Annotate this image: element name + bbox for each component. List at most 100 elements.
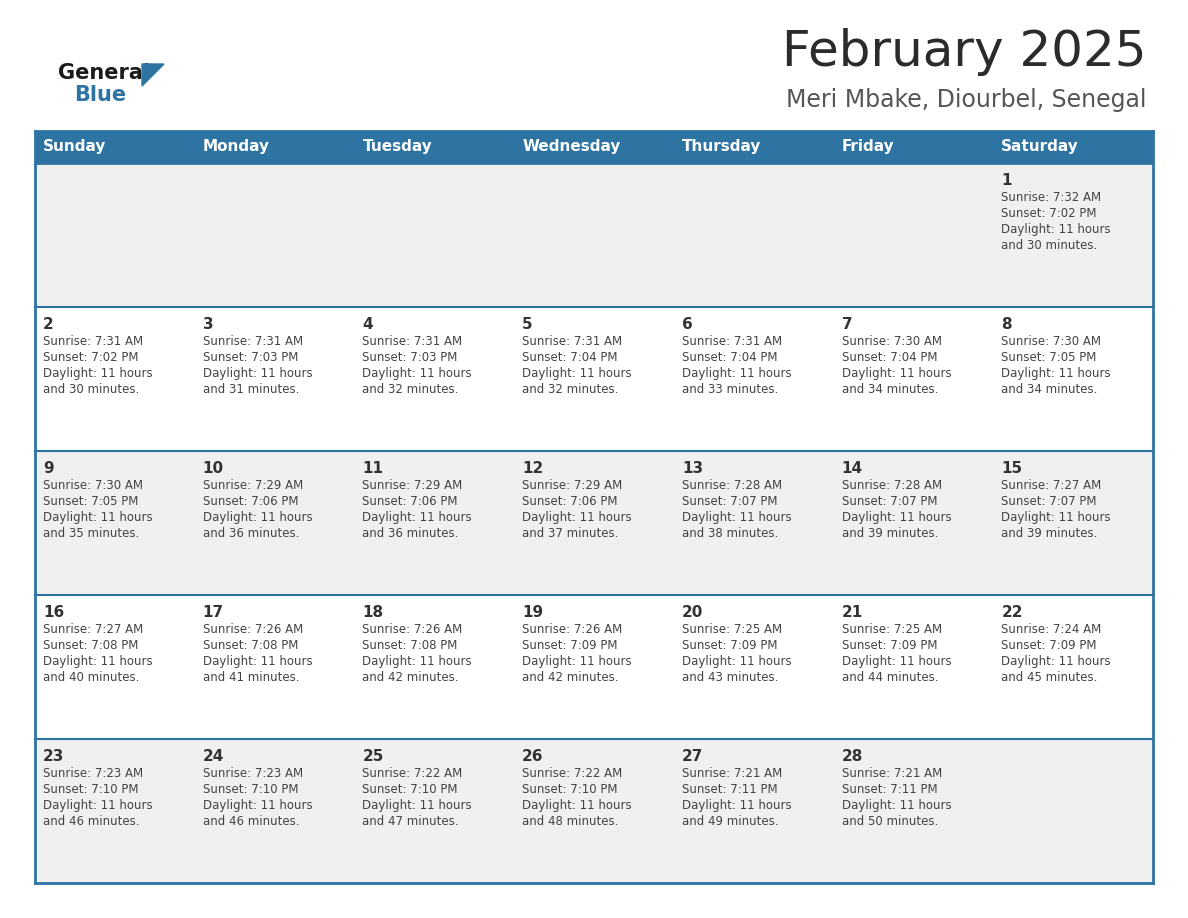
Text: 16: 16	[43, 605, 64, 620]
Text: and 43 minutes.: and 43 minutes.	[682, 671, 778, 684]
Text: 3: 3	[203, 317, 214, 332]
Text: Meri Mbake, Diourbel, Senegal: Meri Mbake, Diourbel, Senegal	[785, 88, 1146, 112]
Text: Sunrise: 7:22 AM: Sunrise: 7:22 AM	[362, 767, 462, 780]
Text: Daylight: 11 hours: Daylight: 11 hours	[1001, 223, 1111, 236]
Text: Sunrise: 7:31 AM: Sunrise: 7:31 AM	[682, 335, 782, 348]
Text: Sunrise: 7:30 AM: Sunrise: 7:30 AM	[1001, 335, 1101, 348]
Text: Daylight: 11 hours: Daylight: 11 hours	[362, 511, 472, 524]
Text: 10: 10	[203, 461, 223, 476]
Bar	[34, 131, 1154, 163]
Text: Daylight: 11 hours: Daylight: 11 hours	[43, 655, 152, 668]
Text: and 34 minutes.: and 34 minutes.	[841, 383, 939, 396]
Text: 11: 11	[362, 461, 384, 476]
Text: 8: 8	[1001, 317, 1012, 332]
Text: Friday: Friday	[841, 140, 895, 154]
Text: Sunrise: 7:28 AM: Sunrise: 7:28 AM	[841, 479, 942, 492]
Text: Sunrise: 7:22 AM: Sunrise: 7:22 AM	[523, 767, 623, 780]
Text: Daylight: 11 hours: Daylight: 11 hours	[682, 655, 791, 668]
Text: and 37 minutes.: and 37 minutes.	[523, 527, 619, 540]
Text: Daylight: 11 hours: Daylight: 11 hours	[362, 367, 472, 380]
Text: Sunrise: 7:21 AM: Sunrise: 7:21 AM	[841, 767, 942, 780]
Text: and 41 minutes.: and 41 minutes.	[203, 671, 299, 684]
Text: Daylight: 11 hours: Daylight: 11 hours	[841, 655, 952, 668]
Text: 27: 27	[682, 749, 703, 764]
Text: 19: 19	[523, 605, 543, 620]
Bar	[34, 451, 1154, 595]
Text: 7: 7	[841, 317, 852, 332]
Text: and 44 minutes.: and 44 minutes.	[841, 671, 939, 684]
Text: and 35 minutes.: and 35 minutes.	[43, 527, 139, 540]
Text: 15: 15	[1001, 461, 1023, 476]
Text: 5: 5	[523, 317, 532, 332]
Text: Sunrise: 7:25 AM: Sunrise: 7:25 AM	[841, 623, 942, 636]
Text: and 30 minutes.: and 30 minutes.	[43, 383, 139, 396]
Text: and 40 minutes.: and 40 minutes.	[43, 671, 139, 684]
Text: Sunrise: 7:30 AM: Sunrise: 7:30 AM	[841, 335, 942, 348]
Text: and 49 minutes.: and 49 minutes.	[682, 815, 778, 828]
Text: Daylight: 11 hours: Daylight: 11 hours	[43, 511, 152, 524]
Text: 1: 1	[1001, 173, 1012, 188]
Text: Sunrise: 7:29 AM: Sunrise: 7:29 AM	[362, 479, 462, 492]
Text: 24: 24	[203, 749, 225, 764]
Text: Sunset: 7:09 PM: Sunset: 7:09 PM	[523, 639, 618, 652]
Text: Sunset: 7:06 PM: Sunset: 7:06 PM	[362, 495, 457, 508]
Text: 25: 25	[362, 749, 384, 764]
Text: Sunday: Sunday	[43, 140, 107, 154]
Text: Sunset: 7:10 PM: Sunset: 7:10 PM	[43, 783, 139, 796]
Text: Blue: Blue	[74, 85, 126, 105]
Text: and 34 minutes.: and 34 minutes.	[1001, 383, 1098, 396]
Text: Sunrise: 7:31 AM: Sunrise: 7:31 AM	[362, 335, 462, 348]
Text: 2: 2	[43, 317, 53, 332]
Text: and 46 minutes.: and 46 minutes.	[43, 815, 139, 828]
Text: 20: 20	[682, 605, 703, 620]
Text: General: General	[58, 63, 150, 83]
Text: Sunset: 7:06 PM: Sunset: 7:06 PM	[523, 495, 618, 508]
Text: 6: 6	[682, 317, 693, 332]
Text: Sunset: 7:10 PM: Sunset: 7:10 PM	[203, 783, 298, 796]
Text: Daylight: 11 hours: Daylight: 11 hours	[682, 511, 791, 524]
Text: and 42 minutes.: and 42 minutes.	[362, 671, 459, 684]
Text: Sunset: 7:02 PM: Sunset: 7:02 PM	[43, 351, 139, 364]
Text: and 46 minutes.: and 46 minutes.	[203, 815, 299, 828]
Text: Daylight: 11 hours: Daylight: 11 hours	[523, 655, 632, 668]
Text: and 39 minutes.: and 39 minutes.	[841, 527, 939, 540]
Text: Sunrise: 7:31 AM: Sunrise: 7:31 AM	[523, 335, 623, 348]
Text: and 42 minutes.: and 42 minutes.	[523, 671, 619, 684]
Text: Saturday: Saturday	[1001, 140, 1079, 154]
Bar	[34, 739, 1154, 883]
Text: Sunrise: 7:31 AM: Sunrise: 7:31 AM	[203, 335, 303, 348]
Text: Daylight: 11 hours: Daylight: 11 hours	[682, 799, 791, 812]
Text: Sunset: 7:09 PM: Sunset: 7:09 PM	[841, 639, 937, 652]
Text: Tuesday: Tuesday	[362, 140, 432, 154]
Text: and 47 minutes.: and 47 minutes.	[362, 815, 459, 828]
Text: Sunset: 7:03 PM: Sunset: 7:03 PM	[362, 351, 457, 364]
Text: Daylight: 11 hours: Daylight: 11 hours	[362, 799, 472, 812]
Text: Sunset: 7:09 PM: Sunset: 7:09 PM	[682, 639, 777, 652]
Text: Sunset: 7:05 PM: Sunset: 7:05 PM	[43, 495, 138, 508]
Text: Daylight: 11 hours: Daylight: 11 hours	[43, 367, 152, 380]
Text: 28: 28	[841, 749, 862, 764]
Text: and 32 minutes.: and 32 minutes.	[362, 383, 459, 396]
Bar	[34, 163, 1154, 307]
Text: and 48 minutes.: and 48 minutes.	[523, 815, 619, 828]
Text: Sunrise: 7:26 AM: Sunrise: 7:26 AM	[362, 623, 462, 636]
Text: and 30 minutes.: and 30 minutes.	[1001, 239, 1098, 252]
Text: 26: 26	[523, 749, 544, 764]
Text: and 33 minutes.: and 33 minutes.	[682, 383, 778, 396]
Bar	[34, 595, 1154, 739]
Text: 13: 13	[682, 461, 703, 476]
Text: 21: 21	[841, 605, 862, 620]
Text: Sunrise: 7:25 AM: Sunrise: 7:25 AM	[682, 623, 782, 636]
Text: and 45 minutes.: and 45 minutes.	[1001, 671, 1098, 684]
Text: Daylight: 11 hours: Daylight: 11 hours	[1001, 367, 1111, 380]
Text: Daylight: 11 hours: Daylight: 11 hours	[841, 511, 952, 524]
Text: Daylight: 11 hours: Daylight: 11 hours	[1001, 655, 1111, 668]
Text: Sunrise: 7:24 AM: Sunrise: 7:24 AM	[1001, 623, 1101, 636]
Text: Sunrise: 7:26 AM: Sunrise: 7:26 AM	[203, 623, 303, 636]
Text: Monday: Monday	[203, 140, 270, 154]
Text: Sunset: 7:04 PM: Sunset: 7:04 PM	[523, 351, 618, 364]
Text: Sunset: 7:04 PM: Sunset: 7:04 PM	[682, 351, 777, 364]
Text: Sunset: 7:08 PM: Sunset: 7:08 PM	[362, 639, 457, 652]
Bar	[34, 307, 1154, 451]
Text: Sunset: 7:08 PM: Sunset: 7:08 PM	[203, 639, 298, 652]
